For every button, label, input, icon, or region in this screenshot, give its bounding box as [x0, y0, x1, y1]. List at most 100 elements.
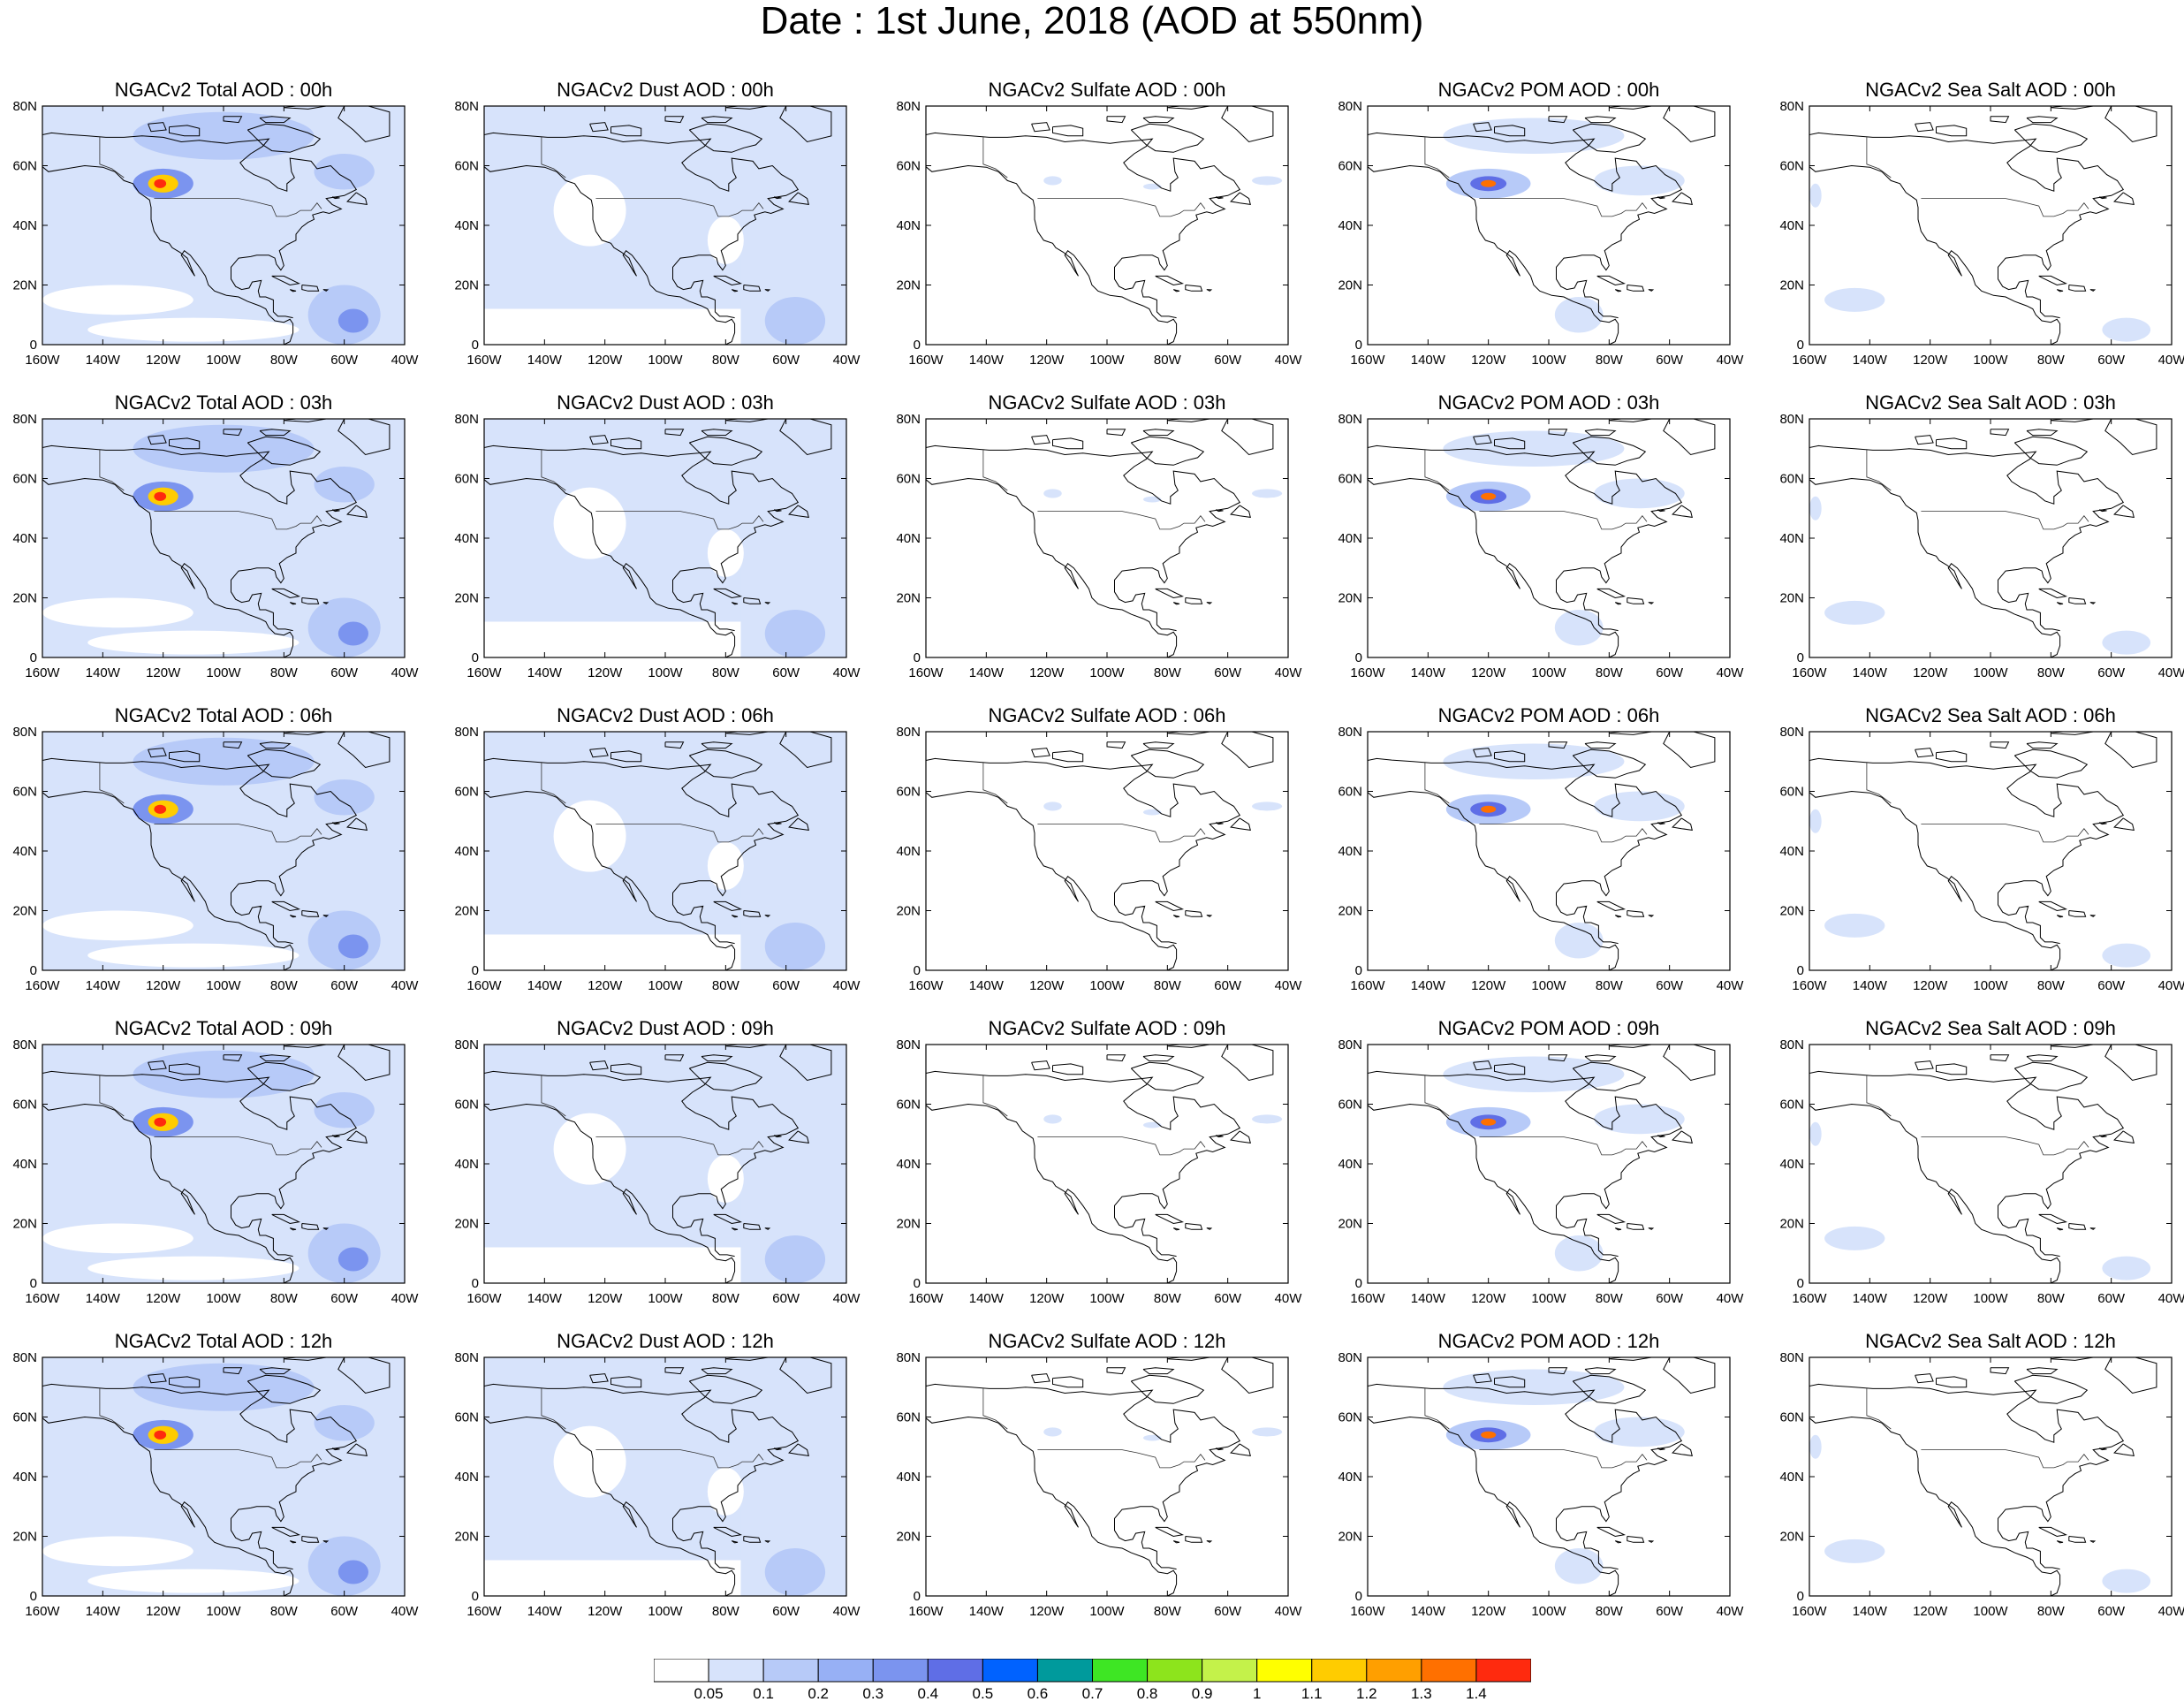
lon-tick-label: 100W [1531, 665, 1566, 680]
coastline [1052, 750, 1084, 763]
colorbar-label: 0.4 [917, 1685, 938, 1701]
coastline [1584, 741, 1617, 749]
aod-map: 160W 140W 120W 100W 80W 60W 40W 80N 60N 40N 20N 0 [1338, 1350, 1745, 1619]
map-panel-total-03h: NGACv2 Total AOD : 03h 160W 140W 120W 100W 80… [12, 392, 484, 706]
coastline [322, 602, 330, 604]
coastline [773, 196, 782, 200]
aod-contour [764, 1235, 826, 1283]
coastline [1221, 106, 1274, 143]
aod-field [484, 419, 846, 657]
lat-tick-label: 40N [896, 1157, 921, 1172]
lon-tick-label: 160W [25, 665, 60, 680]
map-panel-pom-12h: NGACv2 POM AOD : 12h 160W 140W 120W 100W 80W 6… [1338, 1331, 1809, 1645]
country-border [595, 1449, 764, 1469]
coastline [169, 437, 201, 450]
lon-tick-label: 40W [833, 1604, 861, 1619]
lon-tick-label: 100W [1089, 353, 1125, 368]
lon-tick-label: 60W [2097, 978, 2126, 993]
aod-field [1368, 732, 1730, 970]
lat-tick-label: 20N [896, 904, 921, 919]
lon-tick-label: 60W [330, 1604, 359, 1619]
aod-contour [87, 1256, 300, 1280]
coastline [2089, 1227, 2097, 1230]
coastline [1494, 125, 1526, 137]
coastline [2104, 1045, 2157, 1082]
lon-tick-label: 40W [833, 353, 861, 368]
lon-tick-label: 40W [1717, 1604, 1745, 1619]
aod-map: 160W 140W 120W 100W 80W 60W 40W 80N 60N 40N 20N 0 [454, 725, 861, 993]
coastline [1172, 1227, 1180, 1231]
aod-contour [1594, 478, 1685, 509]
figure-title: Date : 1st June, 2018 (AOD at 550nm) [760, 0, 1424, 42]
map-panel-total-12h: NGACv2 Total AOD : 12h 160W 140W 120W 100W 80… [12, 1331, 484, 1645]
aod-contour [707, 1154, 744, 1203]
coastline [1627, 910, 1645, 917]
coastline [1368, 477, 1619, 657]
lon-tick-label: 140W [1853, 978, 1888, 993]
coastline [1473, 748, 1492, 758]
lon-tick-label: 80W [712, 665, 740, 680]
coastline [1230, 1130, 1251, 1144]
coastline [1990, 741, 2010, 749]
lon-tick-label: 100W [206, 1291, 241, 1306]
aod-map: 160W 140W 120W 100W 80W 60W 40W 80N 60N 40N 20N 0 [454, 99, 861, 368]
coastline [713, 275, 743, 286]
lon-tick-label: 140W [86, 1604, 121, 1619]
aod-field [926, 732, 1288, 970]
coastline [1584, 116, 1617, 124]
coastline [1473, 1373, 1492, 1384]
aod-field [926, 106, 1288, 345]
lon-tick-label: 40W [1717, 1291, 1745, 1306]
coastline [331, 822, 340, 825]
lon-tick-label: 40W [1717, 665, 1745, 680]
coastline [1648, 289, 1655, 292]
coastline [1596, 900, 1627, 912]
coastline [788, 817, 809, 831]
coastline [589, 122, 609, 133]
coastline [1614, 602, 1622, 605]
coastline [1052, 1063, 1084, 1075]
lon-tick-label: 100W [648, 1291, 683, 1306]
lon-tick-label: 140W [527, 1604, 563, 1619]
coastline [610, 437, 642, 450]
lon-tick-label: 120W [146, 1604, 181, 1619]
coastline [484, 790, 736, 970]
lon-tick-label: 100W [1089, 978, 1125, 993]
lat-tick-label: 40N [896, 1470, 921, 1485]
coastline [271, 1213, 301, 1225]
lat-tick-label: 80N [1338, 1037, 1362, 1052]
aod-contour [1481, 179, 1497, 187]
coastline [1106, 1367, 1126, 1375]
lon-tick-label: 140W [86, 353, 121, 368]
country-border [1037, 198, 1206, 217]
lat-tick-label: 60N [1779, 472, 1804, 487]
coastline [1614, 289, 1622, 293]
lat-tick-label: 0 [914, 963, 921, 978]
lon-tick-label: 100W [1531, 1291, 1566, 1306]
lon-tick-label: 140W [527, 1291, 563, 1306]
lon-tick-label: 140W [1853, 1604, 1888, 1619]
coastline [1206, 1540, 1213, 1543]
aod-field [1809, 419, 2172, 657]
panel-title: NGACv2 Sea Salt AOD : 06h [1865, 704, 2116, 726]
coastline [246, 1374, 322, 1404]
lon-tick-label: 40W [833, 665, 861, 680]
coastline [337, 732, 391, 769]
coastline [1221, 732, 1274, 769]
map-panel-pom-03h: NGACv2 POM AOD : 03h 160W 140W 120W 100W 80W 6… [1338, 392, 1809, 706]
coastline [42, 477, 294, 657]
lat-tick-label: 80N [896, 1037, 921, 1052]
coastline [1130, 1374, 1205, 1404]
lon-tick-label: 40W [391, 1291, 420, 1306]
coastline [259, 1367, 292, 1375]
lat-tick-label: 40N [1779, 1470, 1804, 1485]
lon-tick-label: 60W [2097, 1291, 2126, 1306]
lat-tick-label: 20N [1338, 904, 1362, 919]
aod-field [1368, 1045, 1730, 1283]
map-panel-dust-03h: NGACv2 Dust AOD : 03h 160W 140W 120W 100W 80W… [454, 392, 926, 706]
country-border [99, 450, 125, 491]
aod-contour [1043, 489, 1062, 498]
country-border [982, 1388, 1008, 1430]
coastline [1990, 116, 2010, 124]
coastline [2056, 289, 2064, 293]
